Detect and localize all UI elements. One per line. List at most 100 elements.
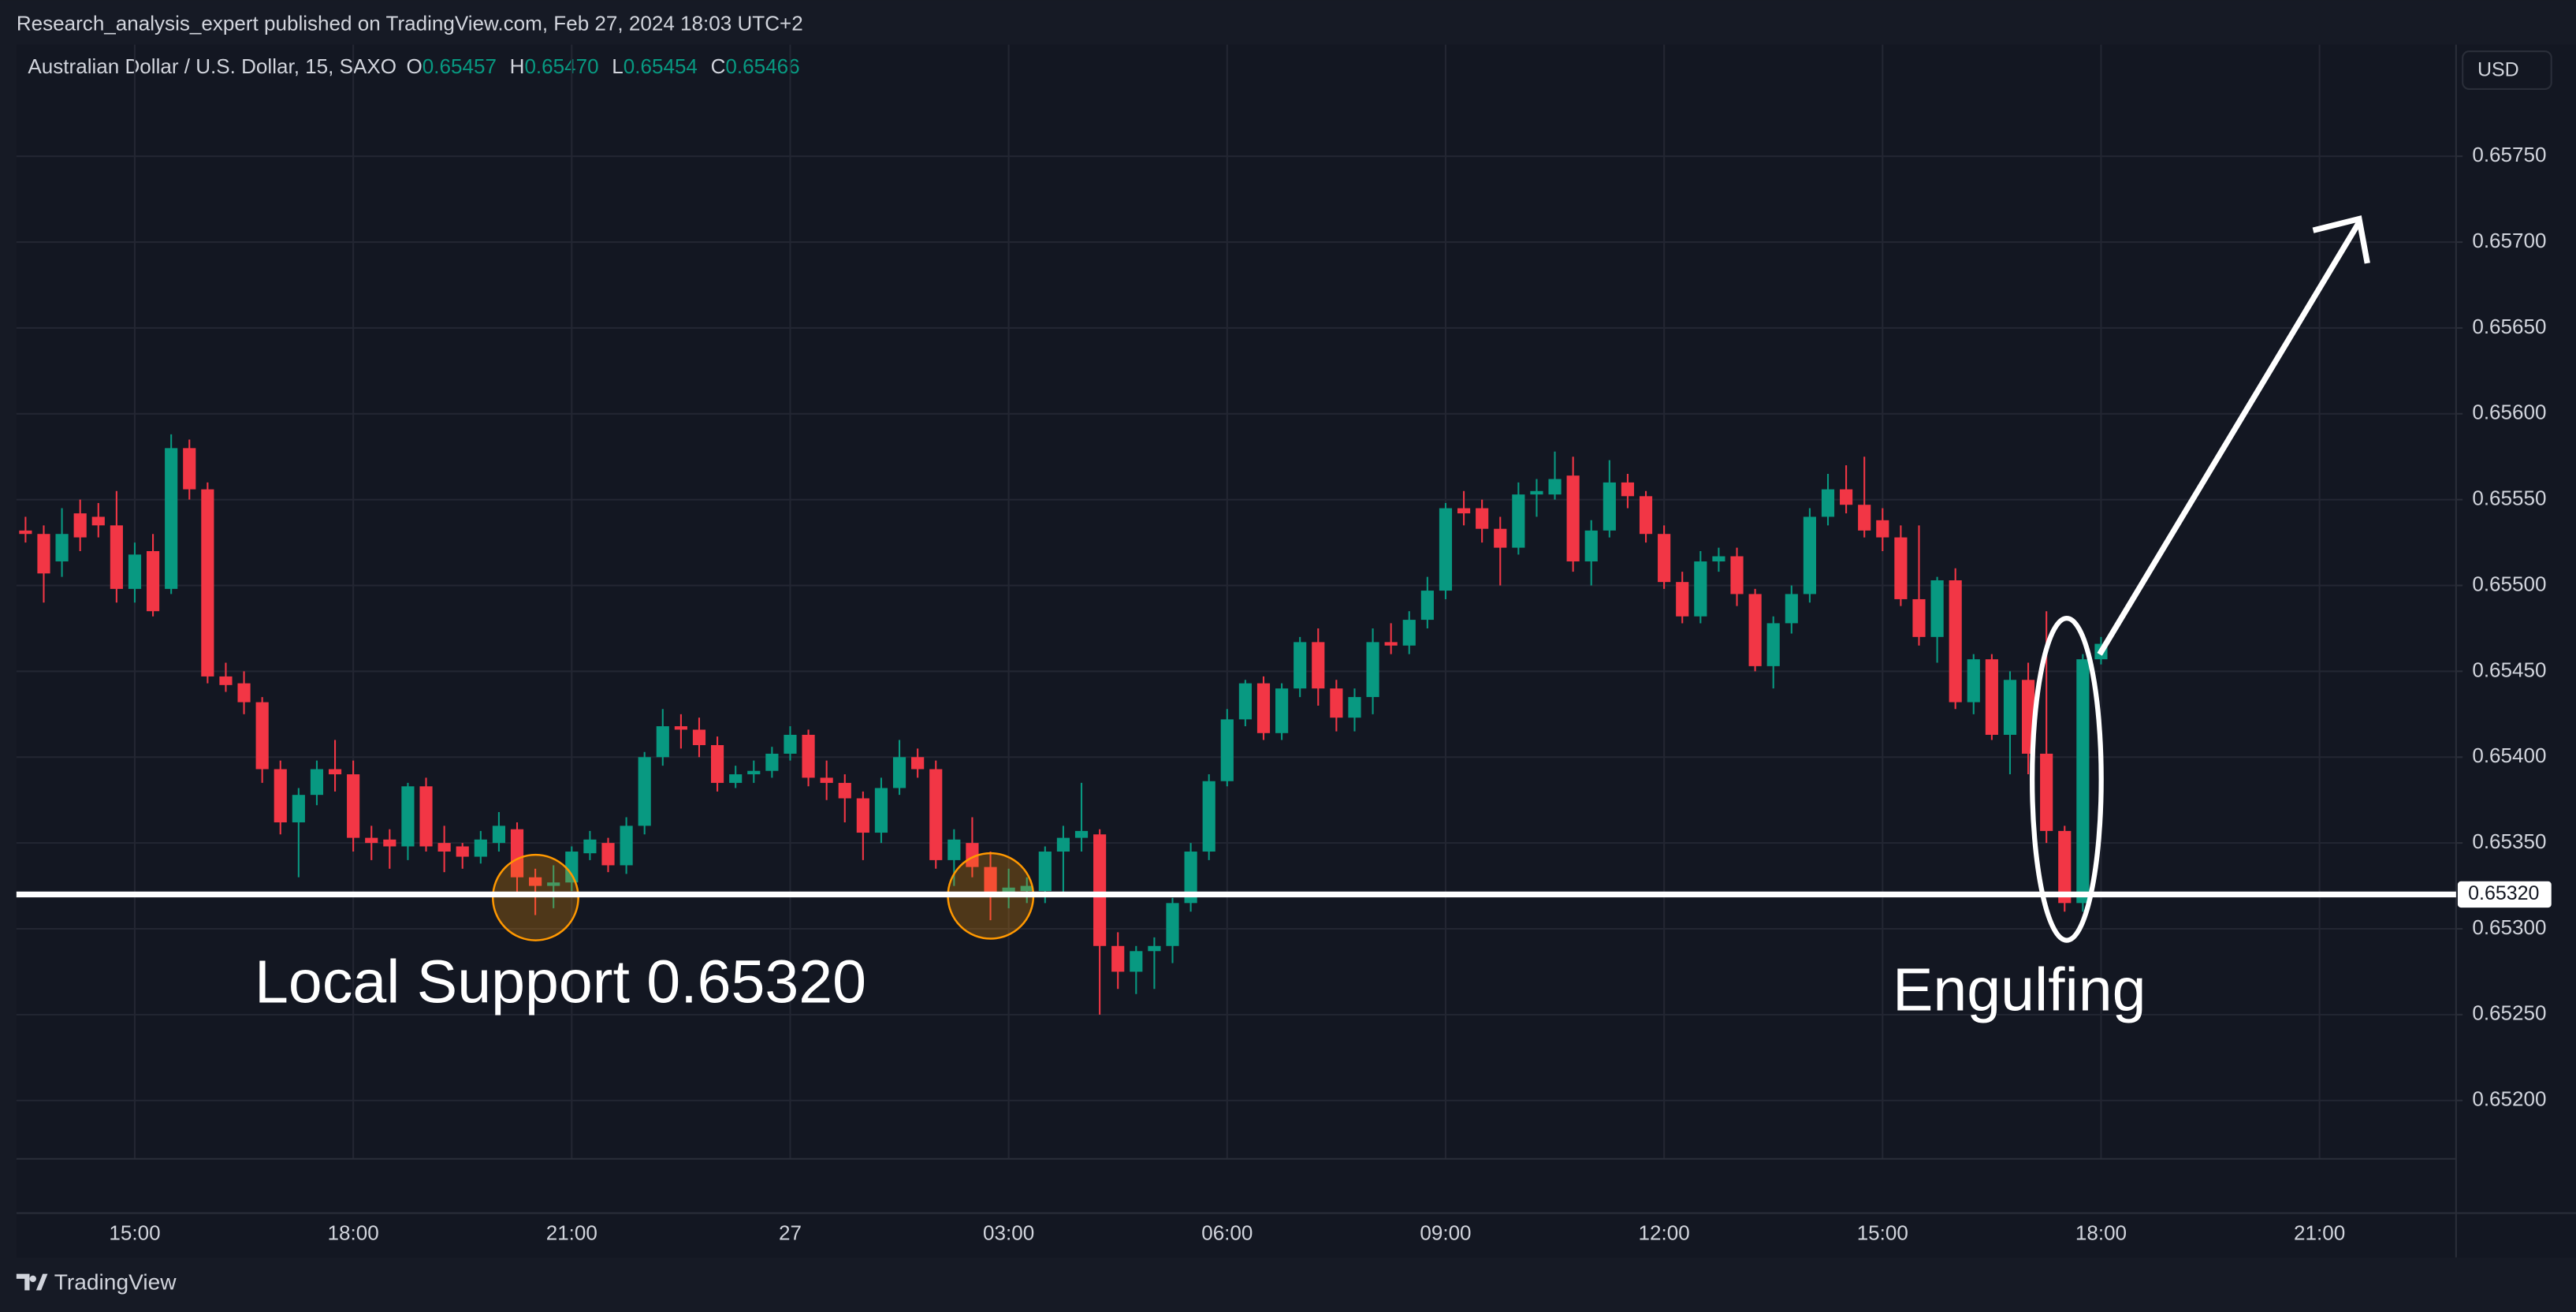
x-tick-label: 15:00 [109, 1221, 160, 1245]
candle-body [692, 729, 706, 746]
candle-body [73, 513, 87, 538]
candle-body [1876, 520, 1889, 538]
y-tick-label: 0.65550 [2472, 486, 2546, 510]
candle-body [1621, 482, 1635, 497]
y-tick-label: 0.65300 [2472, 915, 2546, 939]
candle-body [183, 448, 196, 490]
candle-body [874, 788, 888, 833]
annotation: Local Support 0.65320 [255, 948, 866, 1016]
candle-body [1803, 516, 1816, 594]
candle-body [1294, 642, 1307, 689]
candle-body [1420, 591, 1434, 621]
candle-body [1202, 781, 1215, 852]
candle-body [1821, 489, 1835, 517]
candle-body [1639, 496, 1653, 535]
candle-body [474, 839, 487, 857]
candle-body [1148, 945, 1161, 952]
candle-body [947, 839, 961, 860]
x-tick-label: 09:00 [1420, 1221, 1471, 1245]
candle-body [1330, 688, 1343, 718]
candle-body [2058, 830, 2072, 904]
currency-box[interactable] [2462, 50, 2552, 90]
candle-body [1457, 508, 1471, 514]
x-tick-label: 03:00 [983, 1221, 1034, 1245]
candles [19, 434, 2108, 1015]
candle-body [1002, 887, 1015, 895]
candle-body [219, 676, 233, 685]
candle-body [1184, 852, 1197, 904]
candle-body [1949, 580, 1962, 703]
candle-body [310, 769, 324, 796]
candle-body [729, 774, 743, 783]
candle-body [128, 554, 142, 589]
candle-body [620, 826, 633, 866]
info-value: 0.65470 [524, 54, 598, 78]
candle-body [1220, 719, 1234, 781]
candle-body [1676, 582, 1689, 617]
candle-body [328, 769, 342, 775]
candle-body [165, 448, 178, 589]
candle-body [565, 852, 579, 883]
candle-body [91, 516, 105, 526]
info-label: H [510, 54, 525, 78]
candle-body [456, 846, 469, 857]
candle-body [492, 826, 505, 844]
x-tick-label: 27 [779, 1221, 802, 1245]
candle-body [37, 534, 50, 574]
info-value: 0.65466 [725, 54, 799, 78]
candle-body [674, 726, 687, 730]
candle-body [1020, 885, 1033, 892]
candle-body [1748, 594, 1762, 666]
y-tick-label: 0.65700 [2472, 229, 2546, 252]
candle-body [966, 843, 979, 867]
candle-body [1603, 482, 1616, 531]
y-tick-label: 0.65200 [2472, 1087, 2546, 1111]
candle-body [255, 702, 269, 770]
currency[interactable]: USD [2477, 59, 2519, 81]
candle-body [583, 839, 597, 854]
candle-body [110, 525, 123, 589]
highlight-oval [2030, 615, 2104, 943]
candle-body [1312, 642, 1325, 689]
candle-body [419, 786, 433, 847]
candle-body [638, 757, 651, 826]
candle-body [292, 795, 305, 823]
candle-body [838, 782, 851, 799]
candle-body [1111, 945, 1125, 972]
candle-body [929, 769, 943, 860]
x-tick-label: 18:00 [328, 1221, 379, 1245]
arrow-head [2312, 215, 2370, 264]
x-tick-label: 06:00 [1201, 1221, 1253, 1245]
x-tick-label: 21:00 [2294, 1221, 2345, 1245]
y-tick-label: 0.65350 [2472, 829, 2546, 853]
candle-body [856, 798, 869, 833]
candle-body [55, 534, 69, 562]
annotation: Engulfing [1893, 956, 2146, 1024]
candle-body [529, 877, 542, 886]
candle-body [19, 530, 32, 535]
candle-body [710, 745, 724, 783]
candle-body [1548, 479, 1562, 495]
candle-body [2076, 659, 2090, 904]
candle-body [747, 770, 761, 775]
candle-body [2040, 753, 2053, 831]
symbol-title: Australian Dollar / U.S. Dollar, 15, SAX… [28, 54, 396, 78]
candle-body [802, 734, 815, 778]
info-label: O [407, 54, 423, 78]
candle-body [1840, 489, 1853, 505]
candle-body [510, 829, 524, 878]
logo-mark [16, 1273, 48, 1291]
candle-body [601, 843, 615, 866]
y-tick-label: 0.65450 [2472, 658, 2546, 681]
candle-body [1384, 642, 1398, 646]
candle-body [892, 757, 906, 788]
candle-body [1402, 620, 1416, 646]
candle-body [1366, 642, 1379, 698]
candle-body [1858, 505, 1871, 531]
x-tick-label: 18:00 [2075, 1221, 2127, 1245]
candle-body [1930, 580, 1944, 637]
info-label: L [612, 54, 624, 78]
candle-body [365, 837, 378, 844]
candle-body [1967, 659, 1980, 703]
